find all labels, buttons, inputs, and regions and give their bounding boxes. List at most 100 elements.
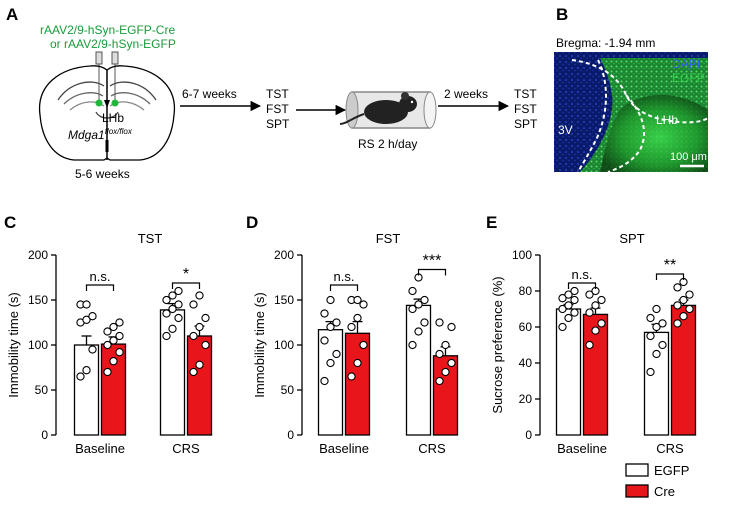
data-point (168, 324, 177, 333)
interval-2: 2 weeks (444, 87, 488, 101)
data-point (447, 358, 456, 368)
data-point (673, 283, 682, 292)
mouse-icon (339, 92, 417, 125)
data-point (597, 319, 606, 328)
bar-cre (344, 332, 371, 436)
significance-bracket (417, 268, 447, 276)
y-tick-label: 100 (512, 248, 532, 262)
data-point (332, 318, 341, 327)
data-point (570, 295, 579, 305)
data-point (570, 308, 579, 317)
histology-image (554, 52, 709, 173)
data-point (359, 340, 368, 350)
significance-label: n.s. (334, 269, 355, 284)
legend-swatch-egfp (625, 463, 649, 477)
data-point (353, 313, 362, 323)
data-point (585, 290, 594, 299)
data-point (673, 319, 682, 328)
data-point (658, 340, 667, 350)
data-point (652, 349, 661, 359)
panel-label-a: A (6, 5, 18, 24)
bregma-label: Bregma: -1.94 mm (556, 36, 655, 50)
data-point (646, 331, 655, 341)
data-point (353, 358, 362, 368)
y-tick-label: 100 (274, 338, 294, 352)
data-point (570, 286, 579, 296)
data-point (103, 367, 112, 377)
data-point (420, 318, 429, 327)
data-point (115, 331, 124, 341)
data-point (174, 300, 183, 309)
bar-egfp (405, 304, 432, 436)
y-tick-label: 0 (287, 428, 294, 442)
significance-label: *** (423, 253, 442, 270)
chart-tst: TST 0 50 100 150 200 Immobility time (s) Baseli… (6, 231, 213, 456)
data-point (646, 313, 655, 323)
data-point (320, 336, 329, 345)
panel-label-b: B (556, 5, 568, 24)
data-point (591, 326, 600, 335)
data-point (414, 327, 423, 336)
data-point (189, 300, 198, 309)
data-point (558, 322, 567, 332)
y-axis-label: Immobility time (s) (6, 292, 21, 397)
bar-cre (186, 335, 213, 436)
region-label: LHb (102, 111, 124, 125)
x-category-label: CRS (172, 441, 200, 456)
data-point (359, 300, 368, 309)
data-point (652, 322, 661, 332)
scale-label: 100 μm (670, 151, 707, 163)
data-point (646, 367, 655, 377)
y-tick-label: 200 (28, 248, 48, 262)
x-category-label: Baseline (319, 441, 369, 456)
x-category-label: Baseline (557, 441, 607, 456)
legend-swatch-cre (625, 484, 649, 498)
dapi-label: DAPI (672, 57, 700, 71)
significance-label: ** (664, 257, 676, 274)
mouse-line-label: Mdga1flox/flox (68, 127, 133, 142)
data-point (320, 309, 329, 318)
data-point (447, 322, 456, 332)
data-point (195, 322, 204, 332)
panel-label-d: D (246, 213, 258, 232)
legend: EGFP Cre (625, 463, 689, 499)
data-point (597, 295, 606, 305)
interval-1: 6-7 weeks (182, 87, 237, 101)
lhb-injection-site-icon (95, 99, 119, 152)
data-point (109, 336, 118, 345)
significance-bracket (567, 282, 597, 289)
data-point (168, 304, 177, 314)
data-point (82, 315, 91, 324)
data-point (320, 376, 329, 386)
significance-label: * (183, 266, 189, 283)
data-point (435, 376, 444, 386)
data-point (326, 295, 335, 305)
data-point (189, 331, 198, 341)
data-point (88, 312, 97, 321)
data-point (591, 301, 600, 310)
y-axis-label: Immobility time (s) (252, 292, 267, 397)
x-category-label: CRS (418, 441, 446, 456)
significance-bracket (655, 273, 685, 280)
data-point (585, 340, 594, 350)
svg-text:TST: TST (514, 87, 537, 101)
significance-label: n.s. (90, 269, 111, 284)
svg-text:FST: FST (514, 102, 537, 116)
svg-text:SPT: SPT (514, 117, 538, 131)
y-tick-label: 60 (519, 320, 533, 334)
data-point (162, 295, 171, 305)
y-tick-label: 50 (281, 383, 295, 397)
y-tick-label: 0 (41, 428, 48, 442)
age-label: 5-6 weeks (75, 167, 130, 181)
data-point (564, 290, 573, 299)
data-point (347, 372, 356, 381)
legend-label-cre: Cre (654, 484, 675, 499)
y-tick-label: 200 (274, 248, 294, 262)
egfp-label: EGFP (672, 71, 705, 85)
panel-label-e: E (486, 213, 497, 232)
data-point (88, 345, 97, 354)
y-tick-label: 100 (28, 338, 48, 352)
bar-cre (432, 355, 459, 436)
data-point (558, 304, 567, 314)
data-point (679, 295, 688, 305)
